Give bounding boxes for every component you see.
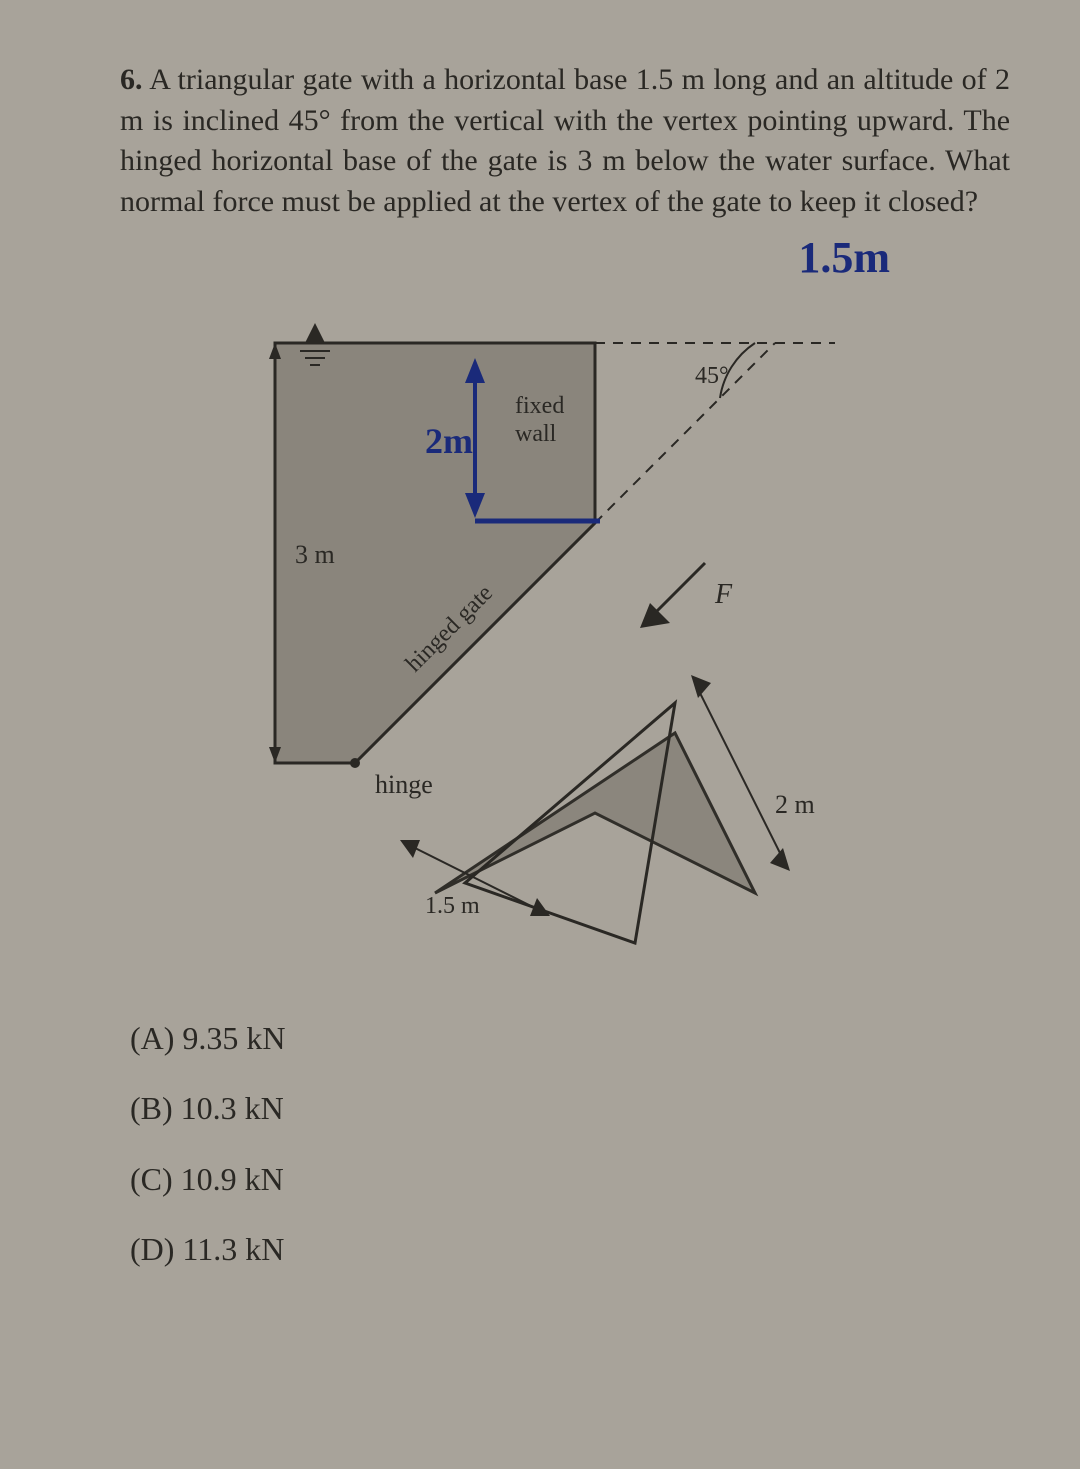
option-c: (C) 10.9 kN [130,1144,1010,1214]
problem-line: base of the gate is 3 m below the water … [343,144,1010,177]
handwritten-wall-dim: 2m [425,421,473,461]
handwritten-top-dim: 1.5m [798,233,890,282]
problem-line: normal force must be applied at the vert… [120,185,792,218]
problem-line: A triangular gate with a horizontal base… [149,63,766,96]
water-surface-icon [305,323,325,343]
base-label: 1.5 m [425,893,480,919]
problem-statement: 6. A triangular gate with a horizontal b… [120,60,1010,222]
diagram: 45° 3 m fixed wall 2m hinged gate hinge [215,303,915,963]
option-a: (A) 9.35 kN [130,1003,1010,1073]
answer-options: (A) 9.35 kN (B) 10.3 kN (C) 10.9 kN (D) … [130,1003,1010,1285]
problem-line: keep it closed? [800,185,978,218]
hinge-point [350,758,360,768]
incline-dashed [595,343,775,523]
option-b: (B) 10.3 kN [130,1073,1010,1143]
depth-label: 3 m [295,540,335,569]
angle-label: 45° [695,363,729,389]
problem-number: 6. [120,63,143,96]
option-d: (D) 11.3 kN [130,1214,1010,1284]
fixed-label: fixed [515,393,564,419]
hinge-label: hinge [375,770,433,799]
altitude-label: 2 m [775,790,815,819]
force-label: F [714,579,733,610]
wall-label: wall [515,421,557,447]
